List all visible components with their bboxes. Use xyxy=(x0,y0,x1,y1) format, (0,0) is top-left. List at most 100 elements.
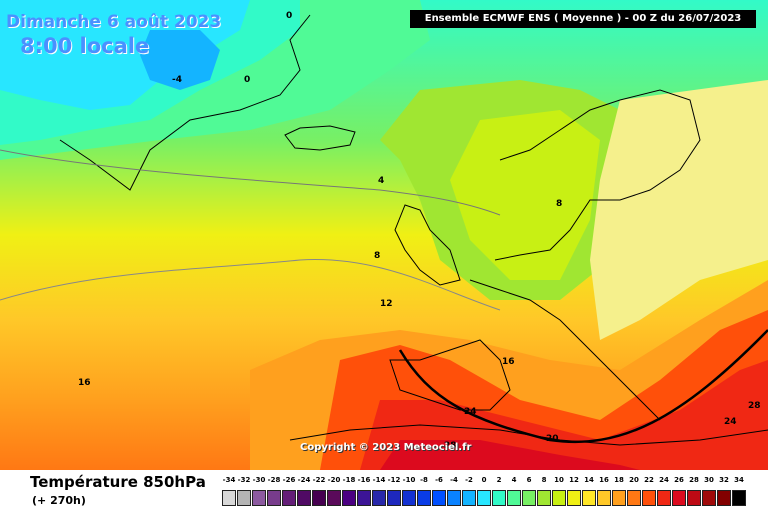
scale-swatch xyxy=(402,490,416,506)
contour-label: 8 xyxy=(556,199,562,209)
scale-swatch xyxy=(417,490,431,506)
scale-label: 14 xyxy=(584,476,594,484)
parameter-title: Température 850hPa xyxy=(30,473,206,491)
contour-label: 12 xyxy=(380,299,393,309)
scale-swatch xyxy=(567,490,581,506)
scale-label: -30 xyxy=(252,476,266,484)
scale-label: 18 xyxy=(614,476,624,484)
temperature-map: -4 0 0 4 8 8 12 16 16 20 24 24 28 28 Dim… xyxy=(0,0,768,470)
scale-swatch xyxy=(282,490,296,506)
scale-label: -32 xyxy=(237,476,251,484)
scale-label: -2 xyxy=(465,476,473,484)
scale-swatch xyxy=(657,490,671,506)
scale-label: -28 xyxy=(267,476,281,484)
zone-pale-east xyxy=(590,80,768,340)
zone-hot-core xyxy=(380,440,640,470)
greenland-coast xyxy=(59,14,311,191)
scale-swatch xyxy=(372,490,386,506)
scale-swatch xyxy=(492,490,506,506)
europe-coast xyxy=(469,279,661,421)
isotherm-4 xyxy=(0,149,501,216)
scale-label: 20 xyxy=(629,476,639,484)
scale-label: -34 xyxy=(222,476,236,484)
scale-label: 22 xyxy=(644,476,654,484)
scale-label: 12 xyxy=(569,476,579,484)
contour-label: 4 xyxy=(378,176,384,186)
color-scale: -34 -32 -30 -28 -26 -24 -22 -20 -18 -16 -14 -12 -10-… xyxy=(222,476,752,510)
scale-label: -8 xyxy=(420,476,428,484)
contour-label: 20 xyxy=(546,434,559,444)
scale-swatch xyxy=(462,490,476,506)
lead-time: (+ 270h) xyxy=(32,494,86,507)
contour-label: 24 xyxy=(724,417,737,427)
scale-swatch xyxy=(537,490,551,506)
scale-label: 34 xyxy=(734,476,744,484)
scale-label: -4 xyxy=(450,476,458,484)
zone-cold-core xyxy=(140,30,220,90)
iceland-coast xyxy=(284,125,356,151)
scale-swatch xyxy=(552,490,566,506)
scale-swatch xyxy=(297,490,311,506)
scale-swatch xyxy=(432,490,446,506)
scale-label: 2 xyxy=(496,476,502,484)
scale-swatch xyxy=(237,490,251,506)
contour-label: 0 xyxy=(244,75,250,85)
zone-neg xyxy=(0,0,250,110)
scale-swatch xyxy=(582,490,596,506)
scale-swatch xyxy=(252,490,266,506)
scale-label: -24 xyxy=(297,476,311,484)
scale-label: -20 xyxy=(327,476,341,484)
iberia-coast xyxy=(389,339,511,411)
copyright: Copyright © 2023 Meteociel.fr xyxy=(300,442,472,453)
scale-label: 10 xyxy=(554,476,564,484)
contour-label: -4 xyxy=(172,75,182,85)
scale-swatch xyxy=(312,490,326,506)
contour-label: 24 xyxy=(464,407,477,417)
scale-swatch xyxy=(687,490,701,506)
scale-label: 26 xyxy=(674,476,684,484)
scale-label: 6 xyxy=(526,476,532,484)
map-canvas: -4 0 0 4 8 8 12 16 16 20 24 24 28 28 xyxy=(0,0,768,470)
scale-swatch xyxy=(717,490,731,506)
scale-swatch xyxy=(732,490,746,506)
scale-swatch xyxy=(597,490,611,506)
scale-swatch xyxy=(522,490,536,506)
scale-swatch xyxy=(387,490,401,506)
scandinavia-coast xyxy=(494,89,701,261)
scale-swatch xyxy=(327,490,341,506)
scale-label: 4 xyxy=(511,476,517,484)
contour-label: 16 xyxy=(78,378,91,388)
scale-label: 16 xyxy=(599,476,609,484)
scale-swatch xyxy=(222,490,236,506)
scale-label: -26 xyxy=(282,476,296,484)
isotherm-20 xyxy=(398,329,768,444)
scale-label: -12 xyxy=(387,476,401,484)
scale-swatch xyxy=(342,490,356,506)
scale-label: -16 xyxy=(357,476,371,484)
scale-swatch xyxy=(357,490,371,506)
scale-swatch xyxy=(477,490,491,506)
scale-label: -18 xyxy=(342,476,356,484)
scale-label: 28 xyxy=(689,476,699,484)
contour-label: 0 xyxy=(286,11,292,21)
isotherm-12 xyxy=(0,259,501,311)
scale-label: -6 xyxy=(435,476,443,484)
scale-swatch xyxy=(642,490,656,506)
scale-label: 0 xyxy=(481,476,487,484)
scale-label: 32 xyxy=(719,476,729,484)
run-info: Ensemble ECMWF ENS ( Moyenne ) - 00 Z du… xyxy=(410,10,756,28)
footer-bar: Température 850hPa (+ 270h) -34 -32 -30 -28… xyxy=(0,470,768,512)
scale-swatch xyxy=(267,490,281,506)
scale-label: -22 xyxy=(312,476,326,484)
scale-swatch xyxy=(612,490,626,506)
date-title: Dimanche 6 août 2023 xyxy=(6,12,222,32)
contour-label: 28 xyxy=(748,401,761,411)
contour-label: 8 xyxy=(374,251,380,261)
scale-swatch xyxy=(447,490,461,506)
time-title: 8:00 locale xyxy=(20,34,150,58)
scale-label: -14 xyxy=(372,476,386,484)
contour-label: 16 xyxy=(502,357,515,367)
british-isles-coast xyxy=(394,204,461,286)
scale-label: -10 xyxy=(402,476,416,484)
scale-label: 24 xyxy=(659,476,669,484)
